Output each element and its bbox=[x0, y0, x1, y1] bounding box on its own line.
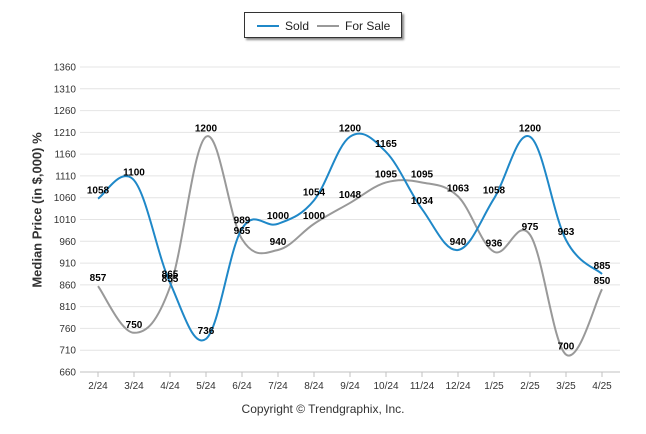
data-label-sold: 1058 bbox=[483, 186, 506, 197]
y-axis-ticks: 660 710 760 810 860 910 960 1010 1060 1110 1160 121… bbox=[54, 63, 77, 379]
series-line-for-sale bbox=[97, 135, 603, 357]
x-tick-label: 4/25 bbox=[592, 381, 612, 392]
data-label-for-sale: 857 bbox=[90, 273, 107, 284]
data-label-for-sale: 1048 bbox=[339, 190, 362, 201]
x-tick-label: 2/24 bbox=[88, 381, 108, 392]
y-axis-title: Median Price (in $,000) % bbox=[29, 132, 45, 288]
y-tick-label: 1260 bbox=[54, 106, 77, 117]
y-tick-label: 1060 bbox=[54, 193, 77, 204]
x-tick-label: 5/24 bbox=[196, 381, 216, 392]
legend-label-for-sale: For Sale bbox=[345, 19, 391, 33]
x-tick-label: 11/24 bbox=[410, 381, 435, 392]
y-tick-label: 960 bbox=[59, 237, 76, 248]
data-label-for-sale: 936 bbox=[486, 239, 503, 250]
data-labels: 1058 1100 865 736 989 1000 1054 1200 1165 1034 940… bbox=[87, 124, 611, 353]
copyright-text: Copyright © Trendgraphix, Inc. bbox=[241, 402, 405, 416]
x-tick-label: 10/24 bbox=[373, 381, 398, 392]
data-label-for-sale: 1063 bbox=[447, 183, 470, 194]
data-label-for-sale: 940 bbox=[270, 237, 287, 248]
x-tick-label: 7/24 bbox=[268, 381, 288, 392]
y-tick-label: 1160 bbox=[54, 150, 76, 161]
data-label-sold: 1200 bbox=[339, 124, 362, 135]
data-label-for-sale: 1095 bbox=[375, 169, 398, 180]
x-tick-label: 3/25 bbox=[556, 381, 576, 392]
y-tick-label: 910 bbox=[59, 259, 76, 270]
x-tick-label: 3/24 bbox=[124, 381, 144, 392]
data-label-for-sale: 1200 bbox=[195, 124, 218, 135]
data-label-sold: 1058 bbox=[87, 186, 110, 197]
data-label-for-sale: 855 bbox=[162, 274, 179, 285]
x-tick-label: 9/24 bbox=[340, 381, 360, 392]
legend[interactable]: Sold For Sale bbox=[244, 12, 402, 38]
data-label-for-sale: 975 bbox=[522, 222, 539, 233]
x-tick-label: 6/24 bbox=[232, 381, 252, 392]
data-label-for-sale: 965 bbox=[234, 226, 251, 237]
data-label-for-sale: 700 bbox=[558, 342, 575, 353]
y-tick-label: 660 bbox=[59, 368, 76, 379]
gridlines bbox=[80, 66, 620, 373]
data-label-for-sale: 750 bbox=[126, 320, 143, 331]
legend-swatch-sold bbox=[257, 25, 279, 27]
legend-item-sold[interactable]: Sold bbox=[257, 19, 309, 33]
x-tick-label: 8/24 bbox=[304, 381, 324, 392]
data-label-sold: 1034 bbox=[411, 196, 434, 207]
data-label-sold: 1200 bbox=[519, 124, 542, 135]
legend-label-sold: Sold bbox=[285, 19, 310, 33]
y-tick-label: 760 bbox=[59, 324, 76, 335]
series-lines bbox=[97, 132, 603, 357]
data-label-for-sale: 1095 bbox=[411, 169, 434, 180]
x-tick-label: 4/24 bbox=[160, 381, 180, 392]
data-label-sold: 1000 bbox=[267, 211, 290, 222]
x-tick-label: 1/25 bbox=[484, 381, 504, 392]
x-tick-label: 2/25 bbox=[520, 381, 540, 392]
series-line-sold bbox=[97, 132, 603, 342]
legend-swatch-for-sale bbox=[317, 25, 339, 27]
data-label-sold: 940 bbox=[450, 237, 467, 248]
data-label-sold: 736 bbox=[198, 326, 215, 337]
x-axis-ticks: 2/24 3/24 4/24 5/24 6/24 7/24 8/24 9/24 10/24 11/… bbox=[88, 372, 612, 392]
y-tick-label: 710 bbox=[59, 346, 76, 357]
data-label-sold: 963 bbox=[558, 227, 575, 238]
y-tick-label: 1360 bbox=[54, 63, 77, 74]
data-label-sold: 1165 bbox=[375, 139, 397, 150]
data-label-for-sale: 1000 bbox=[303, 211, 326, 222]
x-tick-label: 12/24 bbox=[445, 381, 470, 392]
data-label-sold: 1100 bbox=[123, 167, 145, 178]
legend-item-for-sale[interactable]: For Sale bbox=[317, 19, 390, 33]
y-tick-label: 1010 bbox=[54, 215, 77, 226]
data-label-sold: 865 bbox=[162, 270, 179, 281]
data-label-sold: 1054 bbox=[303, 187, 326, 198]
y-tick-label: 1310 bbox=[54, 84, 77, 95]
y-tick-label: 1110 bbox=[55, 171, 76, 182]
data-label-for-sale: 850 bbox=[594, 276, 611, 287]
data-label-sold: 885 bbox=[594, 261, 611, 272]
y-tick-label: 860 bbox=[59, 280, 76, 291]
y-tick-label: 810 bbox=[59, 302, 76, 313]
data-label-sold: 989 bbox=[234, 216, 251, 227]
y-tick-label: 1210 bbox=[54, 128, 77, 139]
